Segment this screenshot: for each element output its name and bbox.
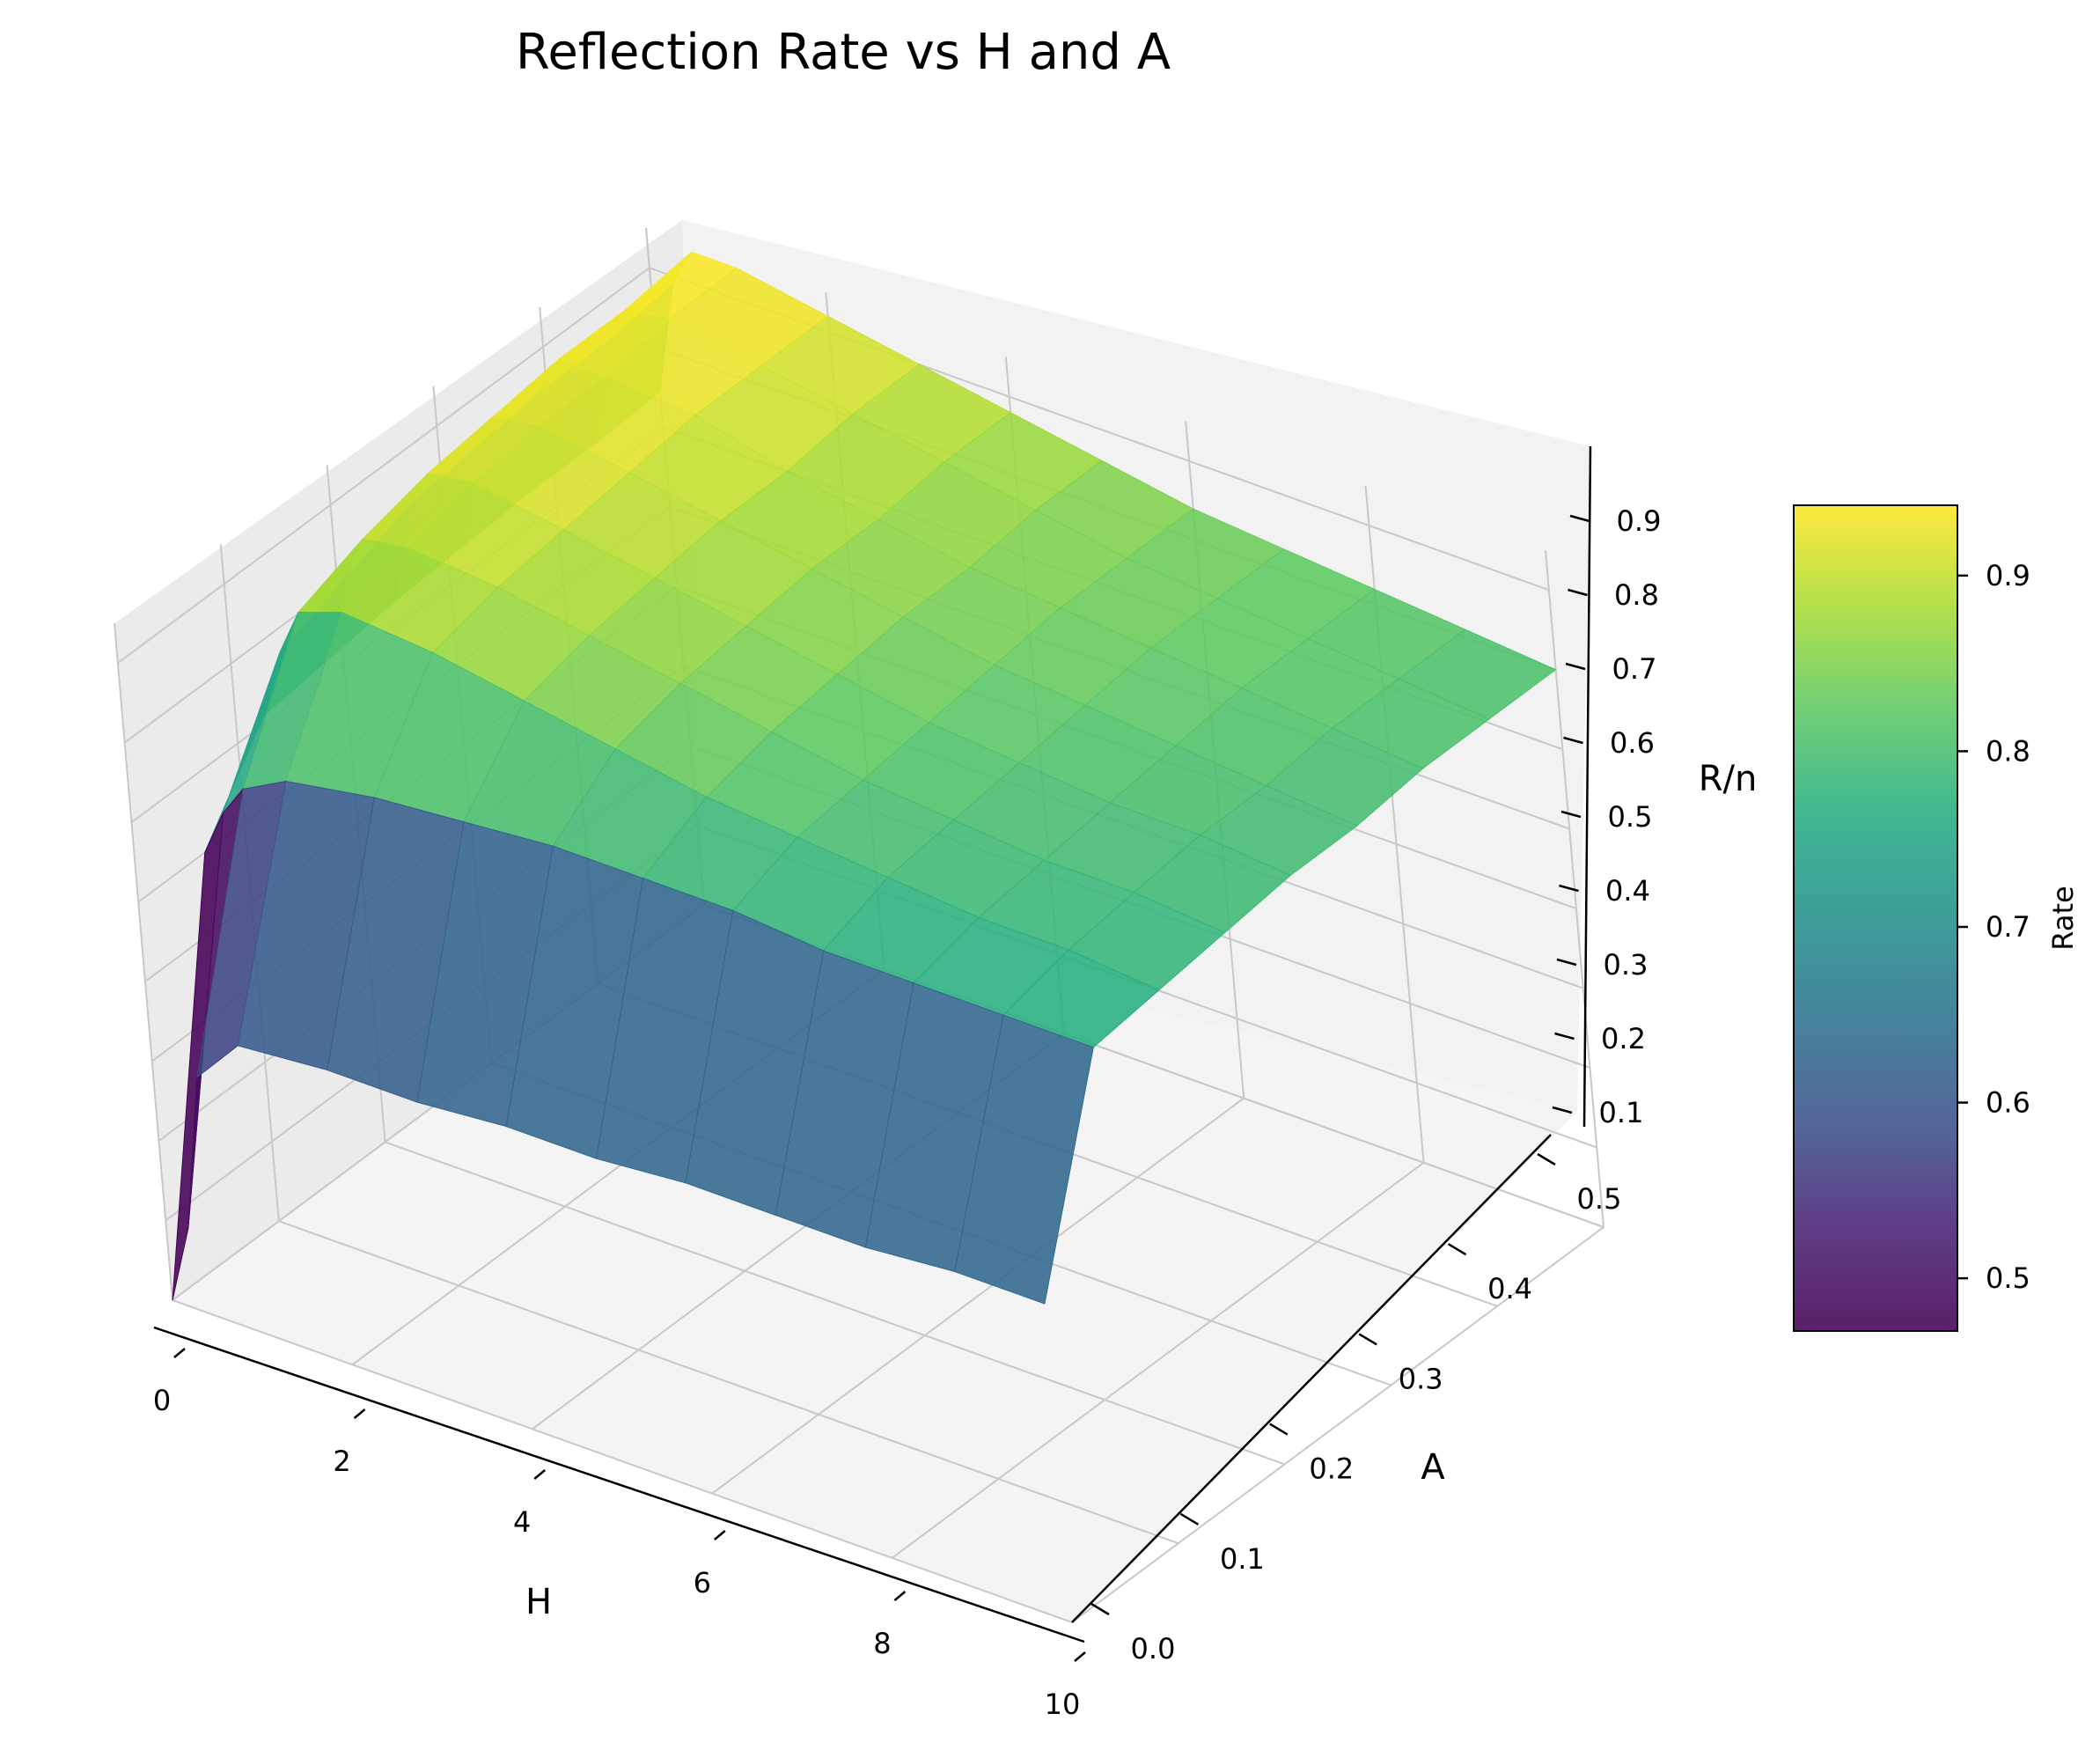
y-tick	[1179, 1512, 1200, 1526]
colorbar-tick-label: 0.9	[1986, 559, 2030, 592]
z-tick-label: 0.4	[1605, 874, 1650, 908]
x-tick-label: 0	[153, 1384, 171, 1417]
grid-line-z	[117, 267, 1550, 665]
z-tick	[1552, 1106, 1573, 1114]
colorbar-tick-label: 0.7	[1986, 910, 2030, 944]
surface-plot	[172, 251, 1557, 1305]
z-tick-label: 0.9	[1617, 504, 1662, 538]
y-tick	[1447, 1243, 1467, 1256]
x-tick	[713, 1530, 726, 1540]
y-tick-label: 0.4	[1487, 1272, 1532, 1305]
z-tick-label: 0.3	[1604, 948, 1648, 982]
y-tick-label: 0.0	[1131, 1632, 1176, 1665]
z-axis-label: R/n	[1699, 759, 1758, 799]
z-tick-label: 0.7	[1612, 652, 1657, 686]
z-tick	[1556, 958, 1577, 967]
x-axis-line	[153, 1326, 1085, 1643]
axes: 0 2 4 6 8 10 0.0 0.1 0.2 0.3 0.4 0.5 0.1 0.2 0.3 0.4 0.5…	[153, 445, 1662, 1721]
x-axis-label: H	[525, 1582, 552, 1622]
y-tick	[1537, 1152, 1556, 1166]
colorbar-label: Rate	[2046, 886, 2080, 950]
z-axis-line	[1582, 445, 1592, 1128]
z-tick-label: 0.6	[1610, 726, 1655, 760]
x-tick	[893, 1591, 907, 1601]
z-tick	[1563, 736, 1583, 745]
y-tick-label: 0.5	[1577, 1182, 1622, 1216]
z-tick-label: 0.1	[1599, 1096, 1644, 1129]
x-tick	[173, 1348, 186, 1358]
colorbar-tick-label: 0.5	[1986, 1261, 2030, 1295]
x-tick	[353, 1408, 366, 1419]
z-tick	[1560, 810, 1582, 819]
x-tick	[533, 1469, 547, 1480]
y-tick	[1358, 1333, 1377, 1346]
z-tick-label: 0.5	[1608, 800, 1653, 834]
z-tick	[1559, 884, 1579, 893]
x-tick-label: 4	[513, 1505, 531, 1539]
y-tick	[1090, 1602, 1110, 1616]
colorbar-tick-label: 0.8	[1986, 734, 2030, 768]
y-tick-label: 0.2	[1309, 1452, 1354, 1486]
y-tick	[1269, 1423, 1289, 1436]
chart-title: Reflection Rate vs H and A	[516, 24, 1171, 81]
colorbar	[1793, 504, 1958, 1332]
colorbar-tick-label: 0.6	[1986, 1086, 2030, 1120]
z-tick	[1565, 662, 1586, 671]
z-tick	[1554, 1032, 1575, 1040]
colorbar-ticks: 0.5 0.6 0.7 0.8 0.9	[1957, 559, 2030, 1295]
y-axis-line	[1071, 1134, 1552, 1623]
x-tick-label: 2	[333, 1445, 350, 1478]
x-tick-label: 10	[1045, 1688, 1081, 1721]
y-axis-label: A	[1421, 1447, 1445, 1488]
z-tick-label: 0.8	[1614, 578, 1659, 612]
y-tick-label: 0.1	[1220, 1542, 1265, 1576]
x-tick-label: 6	[694, 1566, 711, 1599]
z-tick-label: 0.2	[1601, 1022, 1646, 1055]
surface-patch	[954, 1014, 1094, 1305]
z-tick	[1569, 514, 1590, 523]
x-tick-label: 8	[873, 1627, 891, 1660]
x-tick	[1074, 1651, 1086, 1662]
z-tick	[1568, 588, 1588, 597]
y-tick-label: 0.3	[1399, 1362, 1443, 1395]
